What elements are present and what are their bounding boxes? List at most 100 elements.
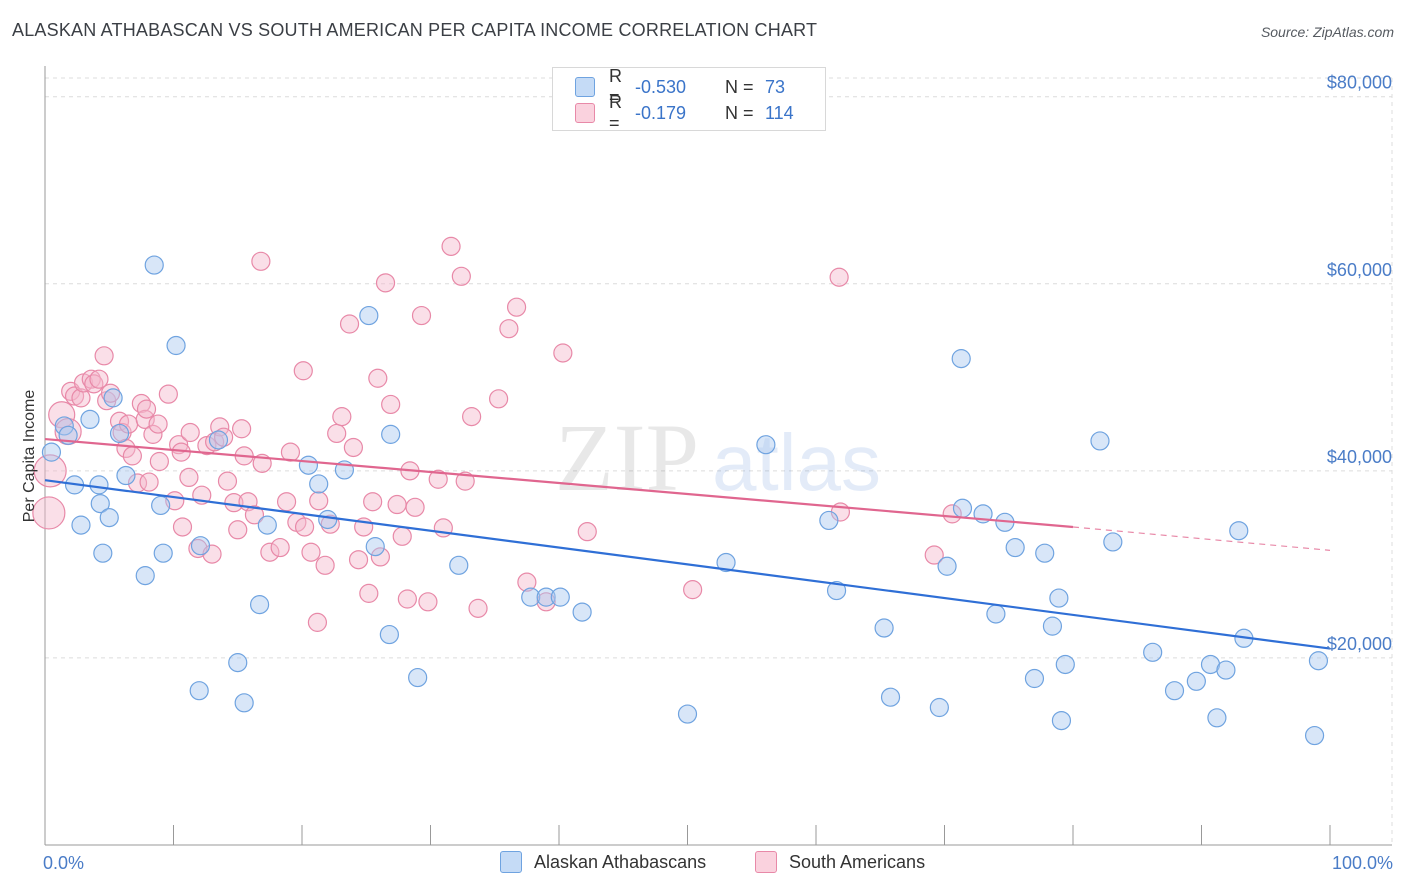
data-point-athabascan <box>93 543 113 563</box>
data-point-athabascan <box>41 442 62 462</box>
data-point-south-american <box>294 517 315 537</box>
data-point-south-american <box>148 414 168 434</box>
data-point-south-american <box>553 343 573 363</box>
data-point-south-american <box>214 427 234 447</box>
data-point-south-american <box>397 589 417 609</box>
bottom-legend-south-american: South Americans <box>755 851 925 873</box>
data-point-south-american <box>455 471 475 491</box>
data-point-south-american <box>517 572 537 592</box>
legend-swatch-athabascan <box>575 77 595 97</box>
data-point-south-american <box>405 497 425 517</box>
data-point-south-american <box>217 471 238 491</box>
legend-r-label: R = <box>609 92 622 133</box>
legend-n-label: N = <box>725 102 754 123</box>
data-point-south-american <box>441 236 461 256</box>
data-point-athabascan <box>1049 588 1069 608</box>
data-point-athabascan <box>298 455 319 475</box>
data-point-south-american <box>33 454 67 488</box>
data-point-south-american <box>244 505 265 525</box>
legend-r-label: R = <box>609 66 622 107</box>
data-point-athabascan <box>1164 681 1185 701</box>
legend-swatch-south-american <box>575 103 595 123</box>
data-point-south-american <box>158 384 178 404</box>
data-point-south-american <box>179 467 199 488</box>
data-point-south-american <box>506 297 527 317</box>
data-point-athabascan <box>756 435 776 455</box>
data-point-athabascan <box>116 465 136 486</box>
data-point-athabascan <box>937 556 957 576</box>
data-point-south-american <box>48 401 76 429</box>
data-point-athabascan <box>677 704 698 724</box>
data-point-athabascan <box>365 537 385 557</box>
data-point-athabascan <box>1024 668 1045 689</box>
x-tick-label: 100.0% <box>1332 853 1393 873</box>
bottom-legend-swatch-south-american <box>755 851 777 873</box>
series-south-americans <box>32 236 962 632</box>
data-point-athabascan <box>1090 431 1110 451</box>
data-point-south-american <box>71 388 91 408</box>
legend-row-athabascan: R = -0.530 N = 73 <box>575 66 786 107</box>
data-point-south-american <box>468 598 488 618</box>
data-point-south-american <box>428 469 448 489</box>
data-point-south-american <box>392 526 412 546</box>
data-point-south-american <box>577 522 597 542</box>
data-point-athabascan <box>550 587 570 607</box>
data-point-athabascan <box>190 536 211 556</box>
data-point-south-american <box>489 389 509 409</box>
data-point-athabascan <box>986 604 1006 624</box>
source-label: Source: ZipAtlas.com <box>1260 24 1394 40</box>
data-point-athabascan <box>135 566 155 586</box>
data-point-south-american <box>309 491 329 511</box>
y-tick-label: $40,000 <box>1327 447 1392 467</box>
legend-r-value: -0.530 <box>635 76 687 97</box>
watermark-atlas: atlas <box>712 418 881 507</box>
data-point-south-american <box>339 314 360 334</box>
data-point-athabascan <box>1308 651 1329 671</box>
x-tick-label: 0.0% <box>43 853 84 873</box>
data-point-athabascan <box>228 653 248 673</box>
data-point-south-american <box>89 369 109 389</box>
data-point-south-american <box>829 267 849 287</box>
data-point-south-american <box>301 542 321 562</box>
data-point-athabascan <box>1207 708 1227 728</box>
data-point-south-american <box>363 492 383 512</box>
data-point-south-american <box>260 542 280 562</box>
data-point-athabascan <box>257 515 277 535</box>
data-point-south-american <box>411 305 432 326</box>
data-point-athabascan <box>54 416 74 436</box>
data-point-athabascan <box>826 580 847 601</box>
data-point-athabascan <box>208 430 229 450</box>
data-point-athabascan <box>536 587 556 607</box>
data-point-south-american <box>451 266 471 286</box>
data-point-athabascan <box>153 543 173 563</box>
data-point-south-american <box>228 520 248 540</box>
data-point-south-american <box>122 446 142 466</box>
legend-n-value: 73 <box>765 76 786 97</box>
data-point-athabascan <box>166 335 186 356</box>
chart-title: ALASKAN ATHABASCAN VS SOUTH AMERICAN PER… <box>12 20 818 40</box>
data-point-south-american <box>315 555 335 575</box>
data-point-south-american <box>136 399 157 419</box>
data-point-athabascan <box>234 693 254 713</box>
data-point-south-american <box>683 580 703 600</box>
data-point-south-american <box>387 494 407 515</box>
data-point-athabascan <box>1035 543 1055 563</box>
data-point-athabascan <box>144 255 164 275</box>
data-point-south-american <box>224 493 244 513</box>
data-point-athabascan <box>189 681 209 701</box>
bottom-legend-label-south-american: South Americans <box>789 851 926 872</box>
data-point-south-american <box>139 472 159 492</box>
data-point-south-american <box>270 537 290 558</box>
trend-line-athabascan <box>44 479 1331 650</box>
data-point-south-american <box>143 424 163 444</box>
data-point-athabascan <box>449 555 469 575</box>
data-point-south-american <box>381 394 401 415</box>
y-tick-label: $20,000 <box>1327 634 1392 654</box>
watermark: ZIP atlas <box>555 404 881 511</box>
data-point-south-american <box>32 496 66 530</box>
data-point-athabascan <box>89 475 109 495</box>
data-point-south-american <box>276 492 297 512</box>
y-tick-label: $60,000 <box>1327 260 1392 280</box>
data-point-south-american <box>462 407 482 427</box>
